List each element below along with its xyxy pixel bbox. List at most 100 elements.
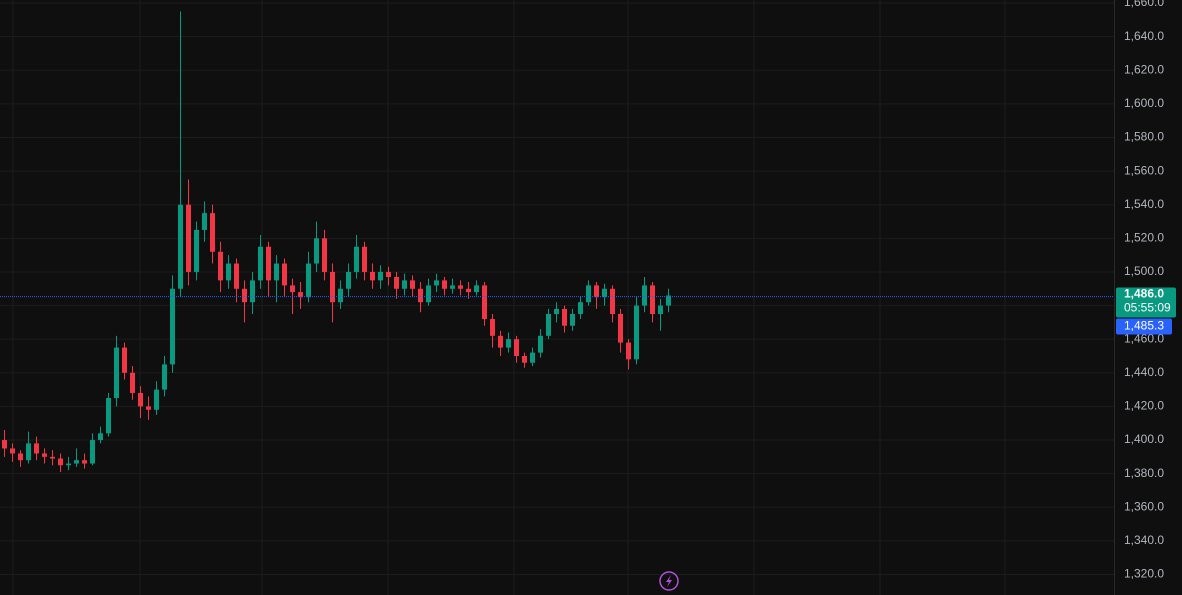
candle-body: [226, 263, 231, 281]
candle-body: [146, 406, 151, 410]
candle-body: [322, 238, 327, 272]
candle-body: [570, 313, 575, 326]
candle-body: [538, 335, 543, 353]
candle-body: [666, 295, 671, 306]
y-tick-label: 1,560.0: [1124, 163, 1164, 177]
candle-body: [34, 443, 39, 454]
candle-body: [594, 285, 599, 298]
candle-body: [290, 285, 295, 293]
candle-body: [106, 398, 111, 434]
candle-body: [490, 319, 495, 336]
y-tick-label: 1,580.0: [1124, 130, 1164, 144]
candle-body: [306, 263, 311, 298]
last-price-label: 1,486.0: [1124, 287, 1164, 301]
candle-body: [466, 288, 471, 293]
candle-body: [394, 276, 399, 289]
time-grid: [12, 0, 1006, 595]
candle-body: [618, 313, 623, 343]
candle-body: [362, 246, 367, 272]
candle-body: [98, 433, 103, 441]
candle-body: [250, 280, 255, 303]
candle-body: [658, 305, 663, 314]
candle-body: [354, 246, 359, 272]
candle-body: [330, 271, 335, 303]
candle-body: [90, 440, 95, 464]
candle-body: [202, 213, 207, 230]
candle-body: [274, 263, 279, 281]
y-tick-label: 1,620.0: [1124, 62, 1164, 76]
candle-body: [474, 285, 479, 293]
y-tick-label: 1,360.0: [1124, 499, 1164, 513]
candle-body: [506, 339, 511, 348]
candle-body: [410, 280, 415, 289]
candle-body: [482, 285, 487, 320]
candle-body: [578, 302, 583, 314]
price-label: 1,485.3: [1124, 319, 1164, 333]
candle-body: [162, 364, 167, 390]
candle-body: [18, 453, 23, 461]
lightning-icon[interactable]: [659, 571, 679, 591]
y-tick-label: 1,340.0: [1124, 533, 1164, 547]
candle-body: [386, 271, 391, 277]
candle-body: [338, 288, 343, 303]
candle-body: [210, 213, 215, 252]
countdown-label: 05:55:09: [1124, 301, 1171, 315]
candle-body: [602, 288, 607, 298]
candle-body: [626, 342, 631, 360]
y-tick-label: 1,380.0: [1124, 466, 1164, 480]
candle-body: [122, 347, 127, 373]
candle-body: [178, 204, 183, 289]
candle-body: [546, 313, 551, 336]
candle-body: [10, 448, 15, 454]
candle-body: [634, 305, 639, 360]
y-tick-label: 1,640.0: [1124, 29, 1164, 43]
y-tick-label: 1,660.0: [1124, 0, 1164, 9]
candle-body: [186, 204, 191, 272]
y-tick-label: 1,400.0: [1124, 432, 1164, 446]
candle-body: [586, 285, 591, 303]
candle-body: [514, 339, 519, 356]
price-grid: [0, 2, 1114, 575]
candle-body: [554, 308, 559, 314]
candle-body: [562, 308, 567, 326]
candle-body: [450, 285, 455, 289]
candle-body: [242, 288, 247, 303]
candle-body: [442, 280, 447, 289]
candle-body: [234, 263, 239, 289]
candle-body: [82, 460, 87, 464]
candle-body: [2, 440, 7, 449]
candle-body: [74, 460, 79, 464]
candle-body: [218, 251, 223, 281]
candle-body: [170, 288, 175, 365]
candle-body: [434, 280, 439, 286]
candle-body: [66, 463, 71, 466]
candle-body: [370, 271, 375, 281]
candle-body: [610, 288, 615, 314]
y-tick-label: 1,520.0: [1124, 231, 1164, 245]
candle-body: [426, 285, 431, 303]
candle-body: [378, 271, 383, 281]
candle-body: [650, 285, 655, 314]
candle-body: [50, 456, 55, 459]
candle-body: [194, 229, 199, 272]
candle-body: [402, 280, 407, 289]
y-tick-label: 1,500.0: [1124, 264, 1164, 278]
price-box: [1116, 318, 1172, 335]
candle-body: [346, 271, 351, 289]
candle-body: [298, 292, 303, 298]
candle-body: [138, 392, 143, 407]
y-tick-label: 1,540.0: [1124, 197, 1164, 211]
candle-body: [114, 347, 119, 399]
candle-body: [458, 285, 463, 289]
candle-body: [266, 246, 271, 281]
candle-body: [530, 352, 535, 363]
y-tick-label: 1,440.0: [1124, 365, 1164, 379]
candle-body: [282, 263, 287, 286]
candle-body: [498, 335, 503, 348]
candle-body: [314, 238, 319, 264]
candle-body: [522, 355, 527, 363]
y-tick-label: 1,460.0: [1124, 331, 1164, 345]
candle-body: [418, 288, 423, 303]
candle-body: [26, 443, 31, 461]
